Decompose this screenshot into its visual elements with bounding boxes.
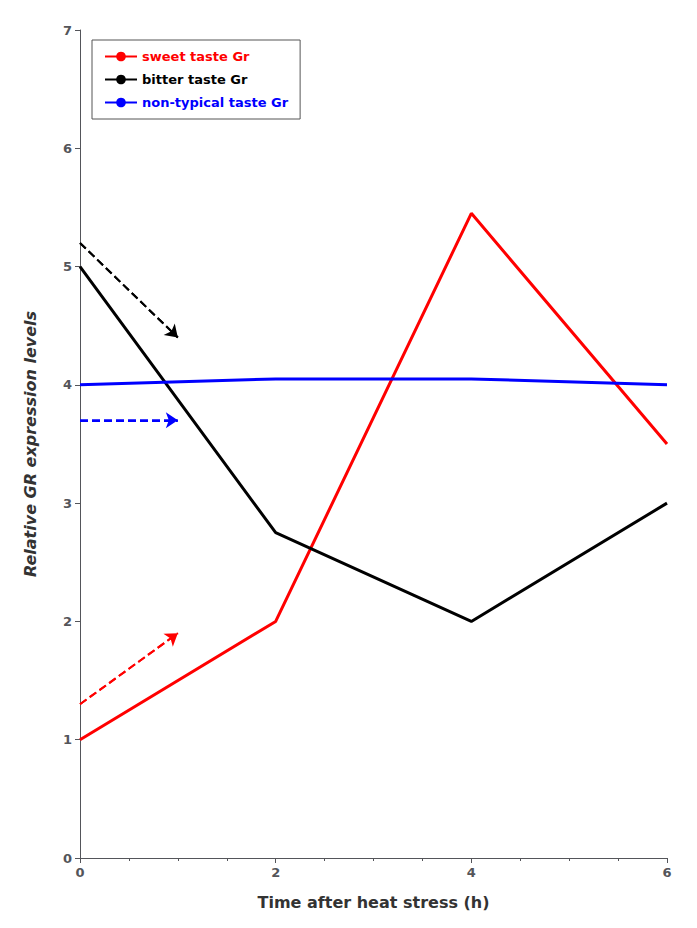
svg-text:4: 4 (63, 377, 72, 392)
svg-text:6: 6 (63, 141, 72, 156)
svg-text:0: 0 (75, 865, 84, 880)
svg-text:0: 0 (63, 851, 72, 866)
svg-text:3: 3 (63, 496, 72, 511)
svg-text:2: 2 (63, 614, 72, 629)
svg-text:2: 2 (271, 865, 280, 880)
svg-text:bitter taste Gr: bitter taste Gr (142, 72, 248, 87)
svg-text:1: 1 (63, 732, 72, 747)
svg-text:4: 4 (467, 865, 476, 880)
svg-text:7: 7 (63, 23, 72, 38)
svg-text:non-typical taste Gr: non-typical taste Gr (142, 95, 289, 110)
svg-text:6: 6 (662, 865, 671, 880)
svg-text:Relative GR expression levels: Relative GR expression levels (21, 311, 40, 577)
svg-text:5: 5 (63, 259, 72, 274)
svg-text:Time after heat stress (h): Time after heat stress (h) (257, 893, 489, 912)
svg-text:sweet taste Gr: sweet taste Gr (142, 49, 250, 64)
